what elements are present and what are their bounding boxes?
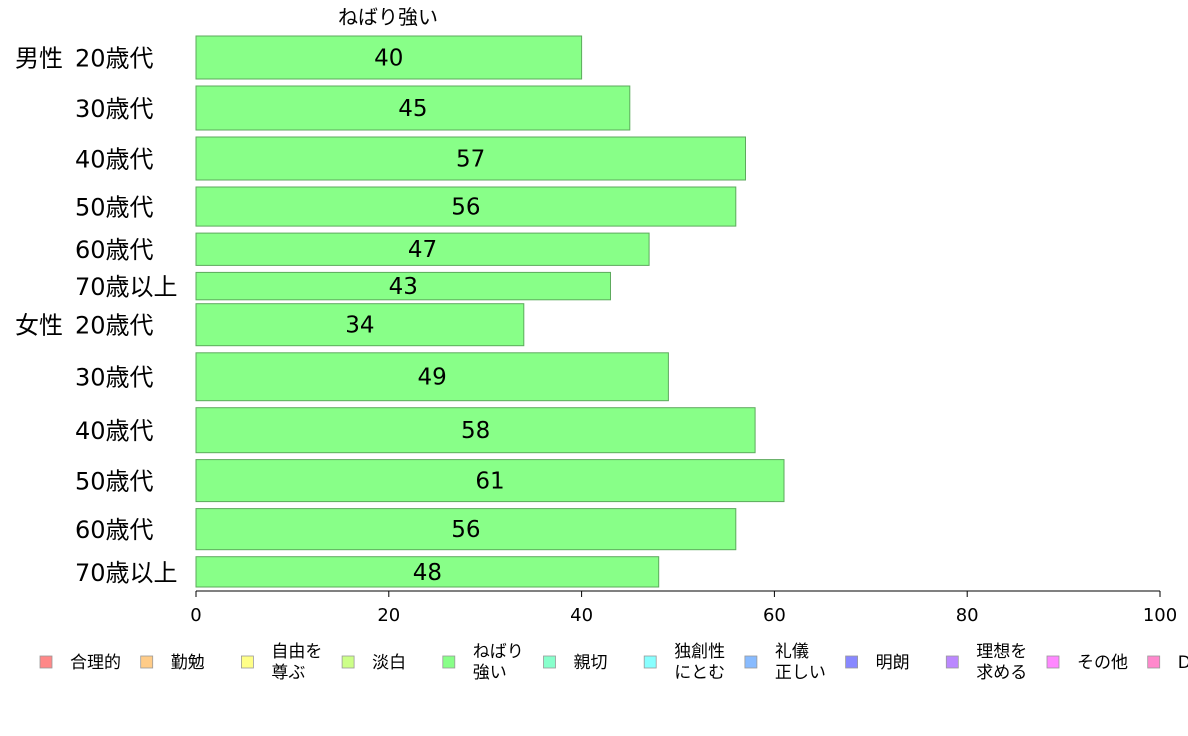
bars-layer: 4020歳代男性4530歳代5740歳代5650歳代4760歳代4370歳以上3… [15, 35, 785, 588]
legend-swatch [442, 655, 456, 669]
legend-swatch [240, 655, 254, 669]
bar [195, 85, 631, 131]
bar-value-label: 40 [374, 46, 403, 72]
legend-swatch [341, 655, 355, 669]
x-tick-label: 100 [1143, 605, 1177, 626]
legend-label: 自由を [271, 642, 322, 662]
bar-value-label: 47 [408, 237, 437, 263]
bar [195, 508, 737, 551]
chart-title: ねばり強い [338, 5, 438, 29]
category-label: 70歳以上 [75, 273, 178, 301]
group-label: 男性 [15, 45, 63, 73]
bar-value-label: 56 [451, 517, 480, 543]
legend-swatch [543, 655, 556, 669]
legend-label: 求める [976, 663, 1027, 683]
category-label: 60歳代 [75, 236, 154, 264]
x-tick-label: 60 [763, 605, 786, 626]
legend-label: 正しい [775, 663, 826, 683]
legend-label: ねばり [473, 642, 524, 662]
category-label: 20歳代 [75, 45, 154, 73]
legend-label: 親切 [574, 653, 608, 673]
bar-value-label: 58 [461, 418, 490, 444]
legend-swatch [39, 655, 53, 669]
bar [195, 459, 785, 503]
bar [195, 556, 660, 588]
bar [195, 232, 650, 266]
x-axis: 0 20 40 60 80 100 [190, 590, 1177, 626]
category-label: 30歳代 [75, 364, 154, 392]
x-tick-label: 20 [377, 605, 400, 626]
category-label: 60歳代 [75, 516, 154, 544]
legend-label: 尊ぶ [271, 663, 305, 683]
bar-value-label: 45 [398, 96, 427, 122]
legend-label: その他 [1077, 653, 1128, 673]
legend-swatch [1147, 655, 1161, 669]
legend-label: 明朗 [876, 653, 910, 673]
bar [195, 186, 737, 227]
bar [195, 35, 583, 80]
bar [195, 407, 756, 454]
x-tick-label: 40 [570, 605, 593, 626]
x-tick-label: 0 [190, 605, 201, 626]
legend-label: D [1178, 653, 1188, 673]
category-label: 30歳代 [75, 95, 154, 123]
legend-swatch [744, 655, 758, 669]
legend-label: 淡白 [372, 653, 406, 673]
category-label: 40歳代 [75, 417, 154, 445]
bar-value-label: 48 [413, 560, 442, 586]
category-label: 50歳代 [75, 194, 154, 222]
legend-label: 理想を [976, 642, 1027, 662]
bar [195, 352, 669, 402]
bar-value-label: 43 [389, 274, 418, 300]
legend-swatch [140, 655, 154, 669]
category-label: 20歳代 [75, 312, 154, 340]
category-label: 50歳代 [75, 468, 154, 496]
legend-label: 勤勉 [171, 653, 205, 673]
legend-label: 独創性 [674, 642, 725, 662]
legend-label: 強い [473, 663, 507, 683]
group-label: 女性 [15, 312, 63, 340]
x-tick-label: 80 [956, 605, 979, 626]
legend-label: にとむ [674, 663, 725, 683]
bar-value-label: 61 [475, 469, 504, 495]
bar [195, 303, 525, 347]
bar-value-label: 57 [456, 147, 485, 173]
legend-swatch [945, 655, 959, 669]
category-label: 70歳以上 [75, 559, 178, 587]
legend-swatch [845, 655, 858, 669]
bar-value-label: 49 [418, 365, 447, 391]
category-label: 40歳代 [75, 146, 154, 174]
bar [195, 136, 746, 181]
bar-value-label: 56 [451, 195, 480, 221]
legend-swatch [643, 655, 657, 669]
bar [195, 271, 611, 301]
bar-value-label: 34 [345, 313, 374, 339]
legend-label: 合理的 [70, 653, 121, 673]
legend-label: 礼儀 [775, 642, 809, 662]
legend-swatch [1046, 655, 1060, 669]
